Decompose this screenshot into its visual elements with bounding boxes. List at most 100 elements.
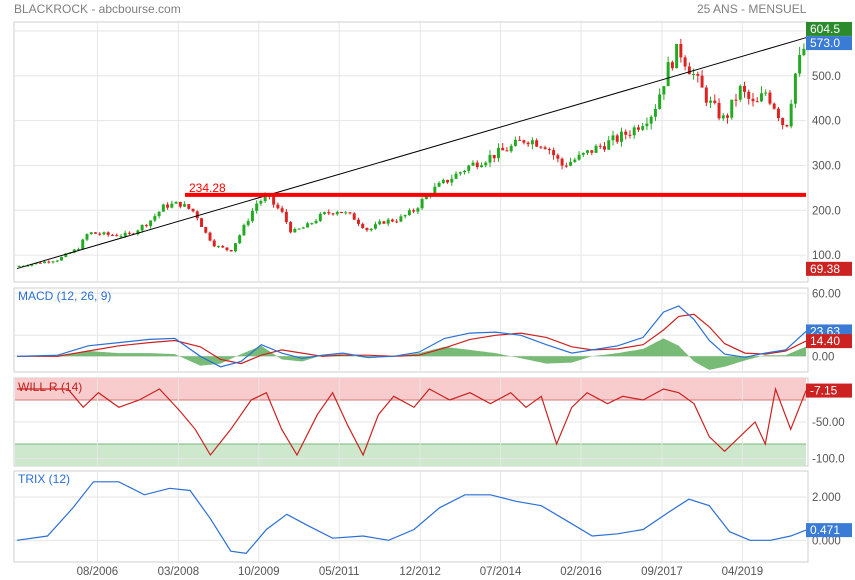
- candle-body: [43, 261, 47, 264]
- candle-body: [47, 261, 51, 263]
- candle-body: [55, 260, 59, 262]
- candle-body: [77, 249, 80, 251]
- value-badge-label: 604.5: [810, 22, 840, 36]
- candle-body: [543, 147, 547, 150]
- candle-body: [454, 173, 458, 179]
- candle-body: [441, 179, 445, 183]
- y-tick-label: 300.0: [812, 160, 841, 172]
- x-tick-label: 08/2006: [77, 566, 119, 578]
- candle-body: [17, 265, 21, 267]
- candle-body: [64, 253, 68, 257]
- candle-body: [221, 246, 225, 248]
- candle-body: [407, 210, 411, 216]
- candle-body: [624, 131, 628, 135]
- candle-body: [730, 99, 734, 118]
- macd-histogram: [17, 338, 806, 370]
- candle-body: [149, 220, 153, 227]
- candle-body: [759, 93, 763, 102]
- candle-body: [802, 48, 806, 56]
- will-r-line: [17, 386, 807, 457]
- candle-body: [344, 212, 348, 214]
- candle-body: [81, 239, 85, 250]
- candle-body: [721, 115, 725, 119]
- value-badge: [806, 36, 852, 51]
- candle-body: [403, 215, 407, 217]
- candle-body: [717, 102, 721, 119]
- candle-body: [747, 91, 751, 99]
- candle-body: [233, 243, 237, 252]
- candle-body: [200, 218, 204, 228]
- candle-body: [603, 146, 606, 150]
- y-tick-label: 0.000: [812, 535, 841, 547]
- candle-body: [437, 182, 441, 187]
- candle-body: [106, 232, 110, 235]
- candle-body: [420, 199, 424, 209]
- candle-body: [153, 216, 157, 221]
- candle-body: [670, 62, 674, 69]
- candle-body: [683, 57, 687, 67]
- value-badge-label: 69.38: [810, 262, 840, 276]
- candle-body: [51, 261, 55, 263]
- value-badge: [806, 523, 852, 538]
- candle-body: [518, 139, 522, 141]
- candle-body: [619, 131, 623, 142]
- candle-body: [768, 92, 772, 104]
- candle-body: [331, 213, 335, 215]
- candle-body: [212, 240, 216, 247]
- candle-body: [649, 116, 653, 124]
- candle-body: [645, 123, 649, 127]
- candle-body: [738, 85, 742, 100]
- candle-body: [475, 162, 479, 168]
- candle-body: [653, 108, 657, 117]
- candle-body: [238, 235, 242, 244]
- candle-body: [246, 221, 250, 225]
- y-tick-label: 400.0: [812, 116, 841, 128]
- value-badge: [806, 334, 852, 349]
- x-tick-label: 03/2008: [158, 566, 200, 578]
- candle-body: [255, 203, 259, 211]
- candle-body: [26, 265, 30, 267]
- candle-body: [513, 139, 517, 146]
- candle-body: [208, 232, 212, 241]
- support-label: 234.28: [189, 181, 226, 195]
- candle-body: [785, 125, 789, 127]
- candle-body: [793, 73, 797, 104]
- candle-body: [115, 235, 119, 237]
- candle-body: [89, 232, 93, 235]
- candle-body: [713, 100, 717, 103]
- candle-body: [30, 264, 34, 266]
- candle-body: [314, 220, 318, 224]
- candle-body: [734, 99, 738, 101]
- candle-body: [119, 235, 123, 237]
- candle-body: [789, 103, 793, 127]
- candle-body: [174, 201, 178, 204]
- candle-body: [641, 126, 645, 130]
- candle-body: [535, 140, 539, 147]
- candle-body: [412, 210, 416, 212]
- candle-body: [386, 219, 390, 224]
- y-tick-label: 0.00: [812, 351, 834, 363]
- x-tick-label: 02/2016: [560, 566, 602, 578]
- candle-body: [340, 211, 343, 214]
- candle-body: [123, 232, 127, 236]
- candle-body: [242, 224, 246, 236]
- candle-body: [458, 172, 462, 174]
- candle-body: [509, 145, 513, 152]
- candle-body: [323, 212, 327, 214]
- chart-title: BLACKROCK - abcbourse.com: [14, 2, 181, 16]
- y-tick-label: -100.0: [812, 454, 845, 466]
- candle-body: [85, 234, 89, 240]
- candle-body: [636, 127, 640, 130]
- candle-body: [704, 87, 708, 103]
- trendline: [16, 37, 807, 270]
- candle-body: [552, 150, 556, 156]
- y-tick-label: 500.0: [812, 71, 841, 83]
- candle-body: [628, 134, 632, 136]
- panel-frame-3: [13, 470, 809, 563]
- candle-body: [284, 211, 288, 223]
- y-tick-label: -50.00: [812, 417, 845, 429]
- will-r-title: WILL R (14): [18, 380, 82, 394]
- candle-body: [390, 219, 394, 222]
- candle-body: [318, 213, 322, 221]
